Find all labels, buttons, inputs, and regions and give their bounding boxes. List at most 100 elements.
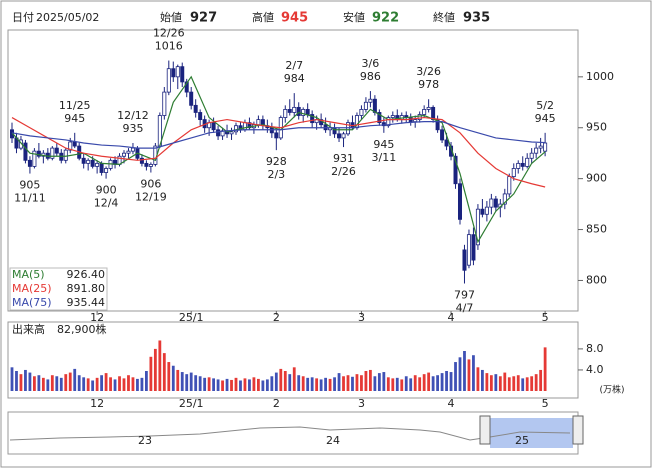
volume-bar: [369, 369, 372, 391]
volume-bar: [212, 378, 215, 391]
candle-body: [126, 150, 131, 154]
volume-bar: [400, 379, 404, 391]
ma-line: [11, 121, 546, 149]
y-tick-label: 950: [586, 121, 607, 134]
candle-body: [247, 122, 252, 129]
volume-bar: [68, 372, 72, 391]
candle-body: [372, 98, 377, 113]
volume-bar: [274, 372, 278, 391]
volume-bar: [539, 369, 543, 391]
volume-bar: [512, 376, 516, 391]
candle-body: [95, 162, 100, 167]
volume-bar: [41, 377, 45, 391]
legend-name: MA(25): [12, 282, 52, 295]
volume-bar: [221, 380, 224, 391]
candle-body: [148, 163, 153, 167]
candle-body: [413, 119, 418, 123]
volume-bar: [409, 378, 413, 391]
candle-body: [305, 109, 310, 115]
candle-body: [426, 106, 431, 110]
candle-body: [198, 112, 203, 120]
x-tick-label: 25/1: [179, 397, 204, 410]
annotation-value: 945: [64, 112, 85, 125]
high-label: 高値: [252, 10, 274, 24]
volume-bar: [122, 378, 126, 391]
annotation-date: 3/11: [371, 151, 396, 164]
candle-body: [99, 162, 104, 173]
volume-bar: [185, 374, 189, 391]
volume-bar: [10, 367, 14, 391]
volume-bar: [189, 372, 193, 391]
volume-bar: [162, 353, 166, 391]
volume-bar: [360, 375, 363, 391]
candle-body: [72, 141, 77, 147]
volume-bar: [194, 375, 198, 391]
candle-body: [166, 68, 171, 93]
volume-bar: [404, 376, 408, 391]
volume-bar: [230, 379, 233, 391]
volume-bar: [234, 377, 238, 391]
volume-bar: [476, 367, 480, 391]
volume-bar: [109, 377, 112, 391]
volume-bar: [319, 379, 323, 391]
volume-bar: [265, 379, 269, 391]
candle-body: [422, 109, 427, 115]
candle-body: [81, 157, 86, 164]
x-tick-label: 5: [542, 397, 549, 410]
volume-bar: [373, 376, 377, 391]
volume-bar: [239, 380, 242, 391]
volume-bar: [301, 376, 305, 391]
volume-bar: [153, 348, 157, 391]
candle-body: [534, 147, 539, 154]
volume-unit: (万株): [599, 384, 624, 396]
candle-body: [211, 122, 216, 131]
volume-bar: [292, 367, 296, 391]
x-tick-label: 4: [448, 311, 455, 324]
y-tick-label: 800: [586, 273, 607, 286]
volume-bar: [28, 372, 32, 391]
volume-bar: [33, 376, 36, 391]
candle-body: [520, 162, 525, 167]
price-panel: [7, 29, 579, 312]
candle-body: [310, 114, 315, 124]
candle-body: [122, 152, 127, 157]
candle-body: [144, 162, 149, 167]
navigator-handle-left[interactable]: [479, 415, 491, 445]
legend-value: 935.44: [67, 296, 106, 309]
annotation-date: 12/12: [117, 109, 149, 122]
volume-bar: [315, 378, 319, 391]
volume-bar: [543, 347, 547, 391]
candle-body: [283, 109, 288, 118]
annotation-value: 906: [140, 178, 161, 191]
candle-body: [480, 208, 485, 215]
annotation-date: 5/2: [536, 99, 554, 112]
volume-bar: [180, 372, 184, 391]
candle-body: [90, 159, 95, 167]
volume-bar: [364, 371, 368, 391]
x-tick-label: 4: [448, 397, 455, 410]
candle-body: [292, 106, 297, 113]
volume-bar: [113, 379, 117, 391]
annotation-value: 945: [535, 112, 556, 125]
candle-body: [386, 117, 391, 127]
volume-bar: [377, 373, 381, 391]
annotation-date: 11/11: [14, 192, 46, 205]
volume-bar: [225, 378, 229, 391]
candle-body: [233, 125, 238, 133]
volume-bar: [297, 375, 301, 391]
navigator-handle-right[interactable]: [572, 415, 584, 445]
open-label: 始値: [160, 10, 182, 24]
volume-bar: [436, 375, 439, 391]
x-tick-label: 3: [358, 311, 365, 324]
navigator-label: 23: [138, 434, 152, 447]
candle-body: [368, 98, 373, 103]
annotation-date: 11/25: [59, 99, 91, 112]
candle-body: [502, 193, 507, 205]
candle-body: [54, 147, 59, 154]
volume-bar: [77, 375, 81, 391]
annotation-date: 2/3: [267, 168, 285, 181]
volume-bar: [431, 376, 435, 391]
candle-body: [471, 234, 476, 261]
volume-bar: [19, 374, 23, 391]
close-label: 終値: [433, 10, 455, 24]
